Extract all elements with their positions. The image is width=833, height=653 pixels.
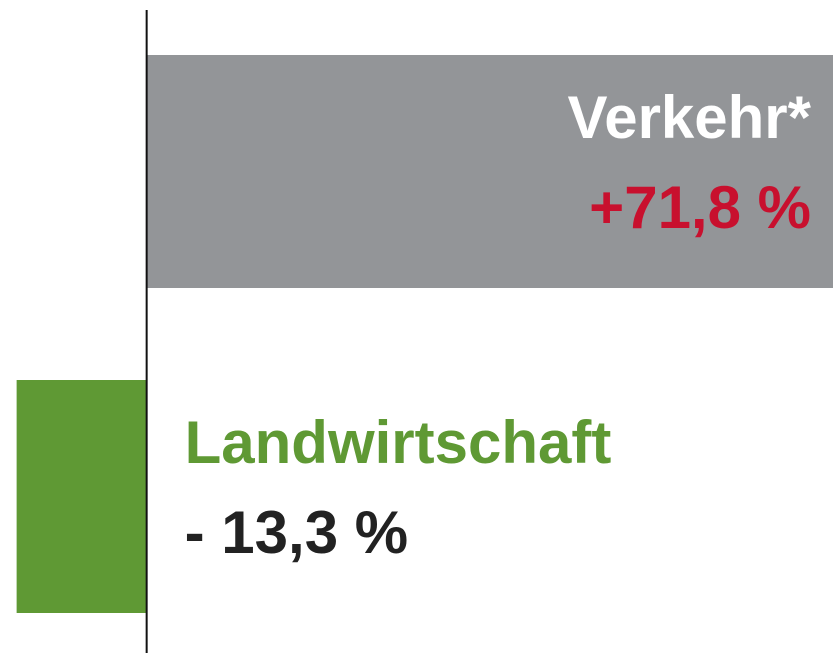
value-label: +71,8 % xyxy=(589,174,811,241)
bar xyxy=(146,55,833,288)
value-label: - 13,3 % xyxy=(185,499,408,566)
category-label: Verkehr* xyxy=(567,84,811,151)
bar xyxy=(16,380,147,613)
category-label: Landwirtschaft xyxy=(185,409,612,476)
